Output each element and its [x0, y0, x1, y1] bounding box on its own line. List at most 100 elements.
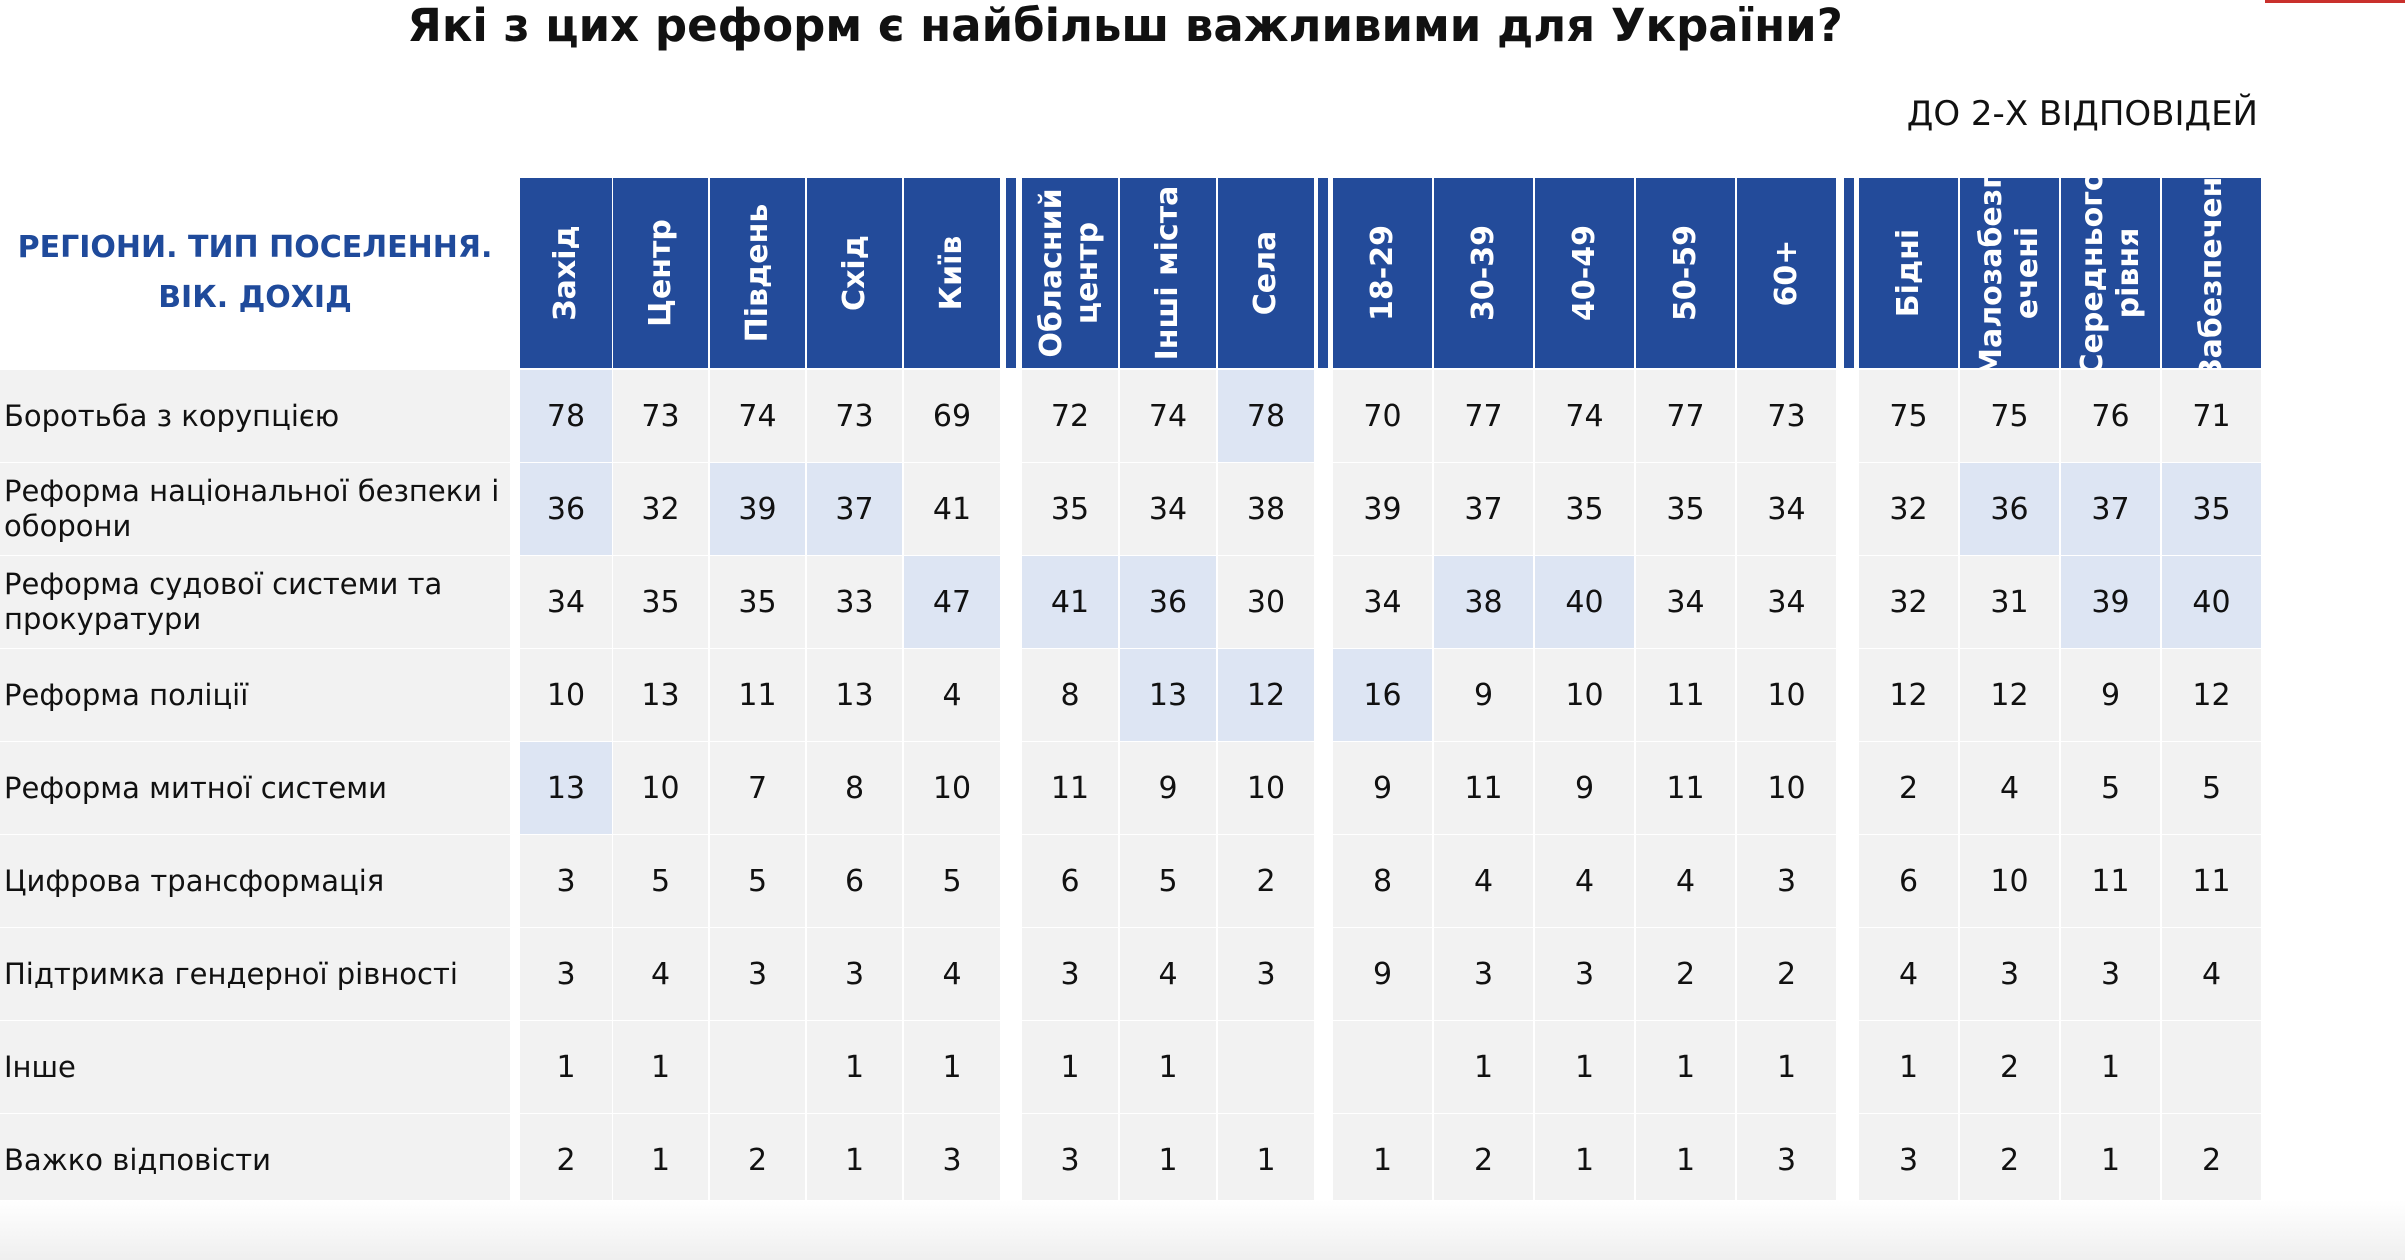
table-cell: 1	[904, 1021, 1000, 1113]
table-cell: 76	[2061, 370, 2160, 462]
table-cell: 5	[2061, 742, 2160, 834]
column-header-label: Київ	[934, 235, 969, 311]
table-cell: 12	[2162, 649, 2261, 741]
table-cell: 1	[2061, 1021, 2160, 1113]
column-header-label: 40-49	[1566, 225, 1602, 321]
table-cell: 3	[1737, 1114, 1836, 1206]
table-cell: 4	[1960, 742, 2059, 834]
column-header-label: Центр	[642, 219, 678, 327]
table-cell: 1	[1218, 1114, 1314, 1206]
table-cell: 1	[2061, 1114, 2160, 1206]
column-header: Середнього рівня	[2061, 170, 2160, 376]
table-cell	[1333, 1021, 1432, 1113]
table-cell: 9	[2061, 649, 2160, 741]
row-label: Підтримка гендерної рівності	[0, 928, 510, 1020]
table-cell: 39	[2061, 556, 2160, 648]
table-cell: 3	[1737, 835, 1836, 927]
table-cell: 35	[1535, 463, 1634, 555]
table-cell: 12	[1859, 649, 1958, 741]
table-cell: 3	[1859, 1114, 1958, 1206]
table-cell: 30	[1218, 556, 1314, 648]
table-cell: 2	[1859, 742, 1958, 834]
table-cell: 11	[1434, 742, 1533, 834]
table-cell: 10	[613, 742, 708, 834]
row-label: Важко відповісти	[0, 1114, 510, 1206]
group-separator	[1841, 178, 1857, 368]
table-cell	[1218, 1021, 1314, 1113]
table-cell: 1	[807, 1114, 902, 1206]
table-cell: 11	[1022, 742, 1118, 834]
column-header: Центр	[613, 178, 708, 368]
table-cell: 12	[1960, 649, 2059, 741]
table-cell: 3	[1218, 928, 1314, 1020]
table-cell: 35	[1022, 463, 1118, 555]
table-cell: 10	[1737, 649, 1836, 741]
table-cell: 32	[1859, 463, 1958, 555]
column-header: Інші міста	[1120, 178, 1216, 368]
table-cell: 34	[1333, 556, 1432, 648]
table-cell: 75	[1960, 370, 2059, 462]
table-cell: 1	[1737, 1021, 1836, 1113]
table-cell: 3	[520, 928, 612, 1020]
table-cell: 73	[613, 370, 708, 462]
table-cell: 1	[1333, 1114, 1432, 1206]
table-cell: 2	[1960, 1021, 2059, 1113]
table-cell: 74	[710, 370, 805, 462]
table-cell: 6	[807, 835, 902, 927]
table-cell: 10	[1737, 742, 1836, 834]
table-cell: 9	[1333, 928, 1432, 1020]
table-cell: 4	[1434, 835, 1533, 927]
column-header: Бідні	[1859, 178, 1958, 368]
table-cell: 4	[613, 928, 708, 1020]
table-cell: 3	[904, 1114, 1000, 1206]
table-cell: 13	[1120, 649, 1216, 741]
table-cell: 10	[1960, 835, 2059, 927]
table-cell: 8	[807, 742, 902, 834]
table-cell: 75	[1859, 370, 1958, 462]
column-header-label: 30-39	[1465, 225, 1501, 321]
column-header: 30-39	[1434, 178, 1533, 368]
table-cell: 77	[1434, 370, 1533, 462]
table-cell: 78	[520, 370, 612, 462]
column-header: Схід	[807, 178, 902, 368]
table-cell: 6	[1859, 835, 1958, 927]
table-cell: 4	[904, 649, 1000, 741]
table-cell: 9	[1434, 649, 1533, 741]
row-label: Цифрова трансформація	[0, 835, 510, 927]
table-cell: 3	[1960, 928, 2059, 1020]
table-cell: 1	[1120, 1114, 1216, 1206]
column-header: Села	[1218, 178, 1314, 368]
row-label: Реформа судової системи та прокуратури	[0, 556, 510, 648]
table-cell: 5	[2162, 742, 2261, 834]
table-cell: 13	[613, 649, 708, 741]
table-cell: 5	[613, 835, 708, 927]
table-cell: 7	[710, 742, 805, 834]
table-cell: 39	[710, 463, 805, 555]
table-cell: 1	[520, 1021, 612, 1113]
table-cell: 77	[1636, 370, 1735, 462]
table-cell: 71	[2162, 370, 2261, 462]
column-header: 60+	[1737, 178, 1836, 368]
table-cell: 74	[1535, 370, 1634, 462]
column-header: Малозабезп ечені	[1960, 168, 2059, 378]
column-header-label: Забезпечені	[2193, 166, 2229, 380]
table-cell: 32	[613, 463, 708, 555]
table-cell: 5	[904, 835, 1000, 927]
table-cell	[2162, 1021, 2261, 1113]
column-header-label: Південь	[739, 203, 775, 343]
decorative-red-line	[2265, 0, 2405, 3]
table-cell: 4	[1636, 835, 1735, 927]
group-separator	[1003, 178, 1019, 368]
column-header-label: Малозабезп ечені	[1973, 168, 2045, 378]
page-subtitle: ДО 2-Х ВІДПОВІДЕЙ	[1906, 94, 2258, 134]
table-cell: 37	[1434, 463, 1533, 555]
table-cell: 11	[2061, 835, 2160, 927]
row-label: Боротьба з корупцією	[0, 370, 510, 462]
table-cell: 41	[904, 463, 1000, 555]
table-cell: 13	[520, 742, 612, 834]
table-cell: 1	[1636, 1021, 1735, 1113]
column-header-label: Середнього рівня	[2074, 170, 2146, 376]
table-cell	[710, 1021, 805, 1113]
table-cell: 10	[1218, 742, 1314, 834]
table-cell: 3	[807, 928, 902, 1020]
